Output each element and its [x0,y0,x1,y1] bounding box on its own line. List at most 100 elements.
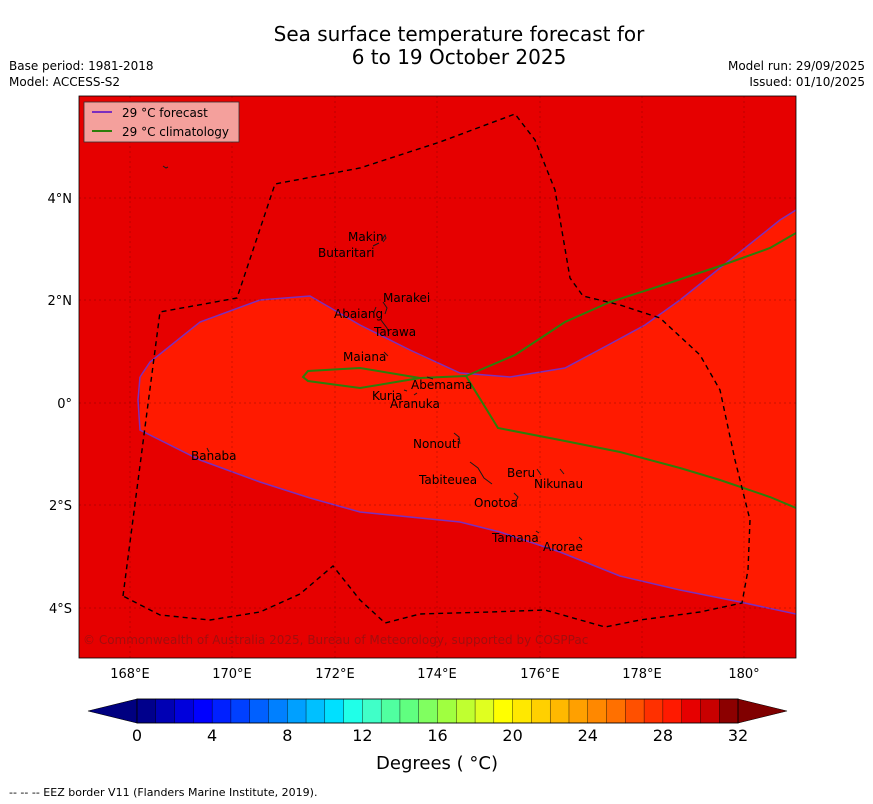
colorbar-segment [456,698,476,724]
colorbar-segment [268,698,288,724]
colorbar-segment [174,698,195,724]
colorbar-segment [362,698,382,724]
forecast-29c-region [140,210,796,614]
map-frame [78,95,797,659]
colorbar-low-extension [87,698,138,724]
colorbar-segment [230,698,251,724]
place-label-makin: Makin [348,230,384,244]
island-outline [381,233,387,243]
place-label-tabiteuea: Tabiteuea [418,473,477,487]
place-label-arorae: Arorae [543,540,583,554]
colorbar-segment [324,698,345,724]
place-label-butaritari: Butaritari [318,246,375,260]
lon-label-168e: 168°E [110,667,150,682]
colorbar-segment [305,698,326,724]
lat-label-4s: 4°S [49,602,72,617]
place-label-marakei: Marakei [383,291,430,305]
colorbar-segment [681,698,702,724]
lon-label-170e: 170°E [212,667,252,682]
lat-label-4n: 4°N [48,192,73,207]
lon-label-180: 180° [728,667,759,682]
legend-forecast-label: 29 °C forecast [122,106,208,120]
lon-label-176e: 176°E [520,667,560,682]
lat-label-2s: 2°S [49,499,72,514]
place-label-nonouti: Nonouti [413,437,460,451]
colorbar-segment [211,698,232,724]
island-outline [453,432,461,445]
base-period-text: Base period: 1981-2018 [9,59,154,73]
island-outline [373,306,377,313]
lat-label-0: 0° [57,397,72,412]
colorbar-tick-label: 32 [728,726,748,745]
island-outline [578,536,583,541]
title-line-2: 6 to 19 October 2025 [351,45,567,69]
colorbar-segment [155,698,176,724]
colorbar-tick-label: 4 [207,726,217,745]
colorbar-tick-label: 28 [653,726,673,745]
place-label-beru: Beru [507,466,535,480]
forecast-29c-contour [139,209,796,378]
colorbar-tick-label: 8 [282,726,292,745]
colorbar-tick-label: 0 [132,726,142,745]
colorbar-segment [643,698,664,724]
place-label-banaba: Banaba [191,449,237,463]
place-label-tamana: Tamana [491,531,539,545]
model-text: Model: ACCESS-S2 [9,75,121,89]
colorbar-tick-label: 16 [427,726,447,745]
colorbar-segment [249,698,270,724]
legend: 29 °C forecast 29 °C climatology [83,101,240,143]
colorbar-segment [380,698,401,724]
place-label-maiana: Maiana [343,350,386,364]
island-outline [513,492,519,502]
legend-climatology-label: 29 °C climatology [122,125,229,139]
island-outline [469,461,493,485]
colorbar-segment [493,698,514,724]
place-label-tarawa: Tarawa [373,325,416,339]
colorbar-segment [512,698,533,724]
colorbar-segment [437,698,457,724]
island-outline [372,242,380,247]
climatology-29c-contour-loop [301,366,467,390]
colorbar-tick-label: 12 [352,726,372,745]
island-outline [380,319,390,335]
climatology-29c-contour [465,232,796,377]
colorbar-segment [418,698,439,724]
model-run-text: Model run: 29/09/2025 [727,59,865,73]
title-line-1: Sea surface temperature forecast for [273,22,645,46]
colorbar-segment [399,698,420,724]
colorbar-label: Degrees ( °C) [376,753,498,774]
colorbar-tick-label: 20 [502,726,522,745]
place-label-aranuka: Aranuka [390,397,440,411]
island-outline [162,165,169,169]
island-outline [426,376,434,380]
island-outline [559,468,565,475]
colorbar-segment [625,698,645,724]
colorbar-segment [606,698,627,724]
colorbar-segment [719,698,739,724]
place-label-abemama: Abemama [411,378,472,392]
colorbar-segment [136,698,157,724]
colorbar-frame [136,698,739,724]
forecast-29c-contour-south [137,376,796,615]
colorbar-segment [474,698,495,724]
legend-box [83,101,240,143]
colorbar-segment [587,698,608,724]
eez-footnote: -- -- -- EEZ border V11 (Flanders Marine… [9,786,318,799]
colorbar-segment [549,698,570,724]
place-label-onotoa: Onotoa [474,496,518,510]
place-label-kuria: Kuria [372,389,403,403]
lon-label-172e: 172°E [315,667,355,682]
colorbar-tick-label: 24 [578,726,598,745]
lon-label-174e: 174°E [417,667,457,682]
island-outline [413,392,418,396]
colorbar-segment [700,698,720,724]
island-outline [536,468,542,476]
climatology-29c-contour-east [465,375,796,509]
island-outline [535,530,540,534]
issued-text: Issued: 01/10/2025 [749,75,865,89]
copyright-text: © Commonwealth of Australia 2025, Bureau… [83,633,588,647]
colorbar-segment [287,698,307,724]
place-label-nikunau: Nikunau [534,477,583,491]
island-outline [403,389,408,392]
